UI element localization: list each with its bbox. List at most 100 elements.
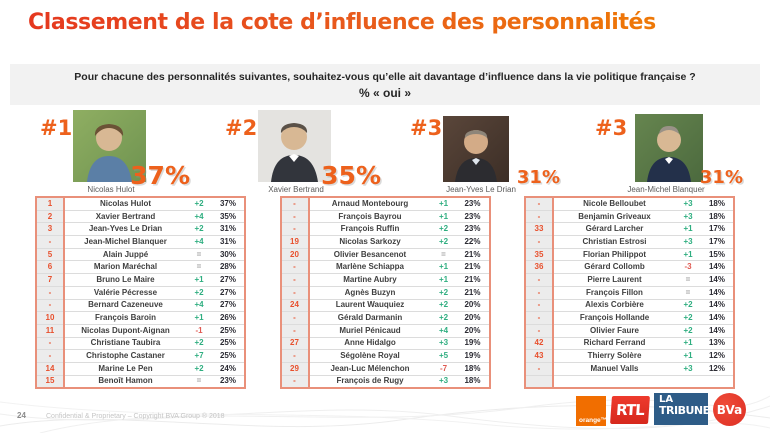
name-cell: Gérard Collomb bbox=[553, 260, 675, 275]
rank-cell: - bbox=[525, 197, 554, 211]
podium-card-4: #3 Jean-Michel Blanquer 31% bbox=[593, 108, 743, 196]
ranking-table-2: - Arnaud Montebourg +1 23% - François Bayrou +… bbox=[279, 196, 491, 390]
change-cell: = bbox=[430, 248, 457, 262]
page-title: Classement de la cote d’influence des pe… bbox=[28, 10, 748, 35]
table-row: - Valérie Pécresse +2 27% bbox=[36, 286, 245, 300]
name-cell: Olivier Faure bbox=[553, 324, 675, 338]
percent-cell: 23% bbox=[456, 210, 490, 224]
percent-cell: 14% bbox=[701, 299, 734, 313]
rank-cell: - bbox=[525, 210, 554, 224]
change-cell: +2 bbox=[430, 311, 457, 325]
table-row: 43 Thierry Solère +1 12% bbox=[525, 349, 734, 363]
change-cell: +1 bbox=[186, 311, 212, 325]
table-row: 24 Laurent Wauquiez +2 20% bbox=[280, 299, 490, 313]
change-cell: +4 bbox=[186, 210, 212, 224]
name-cell: Florian Philippot bbox=[553, 248, 675, 262]
rank-cell: - bbox=[36, 299, 65, 313]
percent-cell: 31% bbox=[212, 222, 245, 237]
table-row: 10 François Baroin +1 26% bbox=[36, 311, 245, 325]
name-cell: Jean-Michel Blanquer bbox=[64, 235, 186, 249]
rank-cell: - bbox=[525, 324, 554, 338]
name-cell: Thierry Solère bbox=[553, 349, 675, 363]
percentage-value: 37% bbox=[130, 161, 190, 190]
change-cell: +4 bbox=[186, 235, 212, 249]
rank-badge: #3 bbox=[595, 116, 628, 140]
name-cell: Xavier Bertrand bbox=[64, 210, 186, 224]
rank-cell: 27 bbox=[280, 337, 310, 351]
personality-name: Nicolas Hulot bbox=[87, 185, 135, 194]
percent-cell: 31% bbox=[212, 235, 245, 249]
change-cell bbox=[675, 375, 701, 389]
table-row: 15 Benoît Hamon = 23% bbox=[36, 375, 245, 389]
name-cell: Bernard Cazeneuve bbox=[64, 299, 186, 313]
change-cell: = bbox=[675, 273, 701, 287]
percent-cell: 23% bbox=[456, 222, 490, 237]
change-cell: +1 bbox=[675, 222, 701, 237]
change-cell: +2 bbox=[186, 286, 212, 300]
change-cell: +1 bbox=[675, 349, 701, 363]
percent-cell: 18% bbox=[701, 197, 734, 211]
percentage-value: 31% bbox=[516, 167, 560, 188]
table-row: - Marlène Schiappa +1 21% bbox=[280, 260, 490, 275]
percent-cell: 20% bbox=[456, 324, 490, 338]
rank-cell: 20 bbox=[280, 248, 310, 262]
name-cell: Marlène Schiappa bbox=[308, 260, 431, 275]
percent-cell: 27% bbox=[212, 286, 245, 300]
percent-cell: 14% bbox=[701, 324, 734, 338]
change-cell: +4 bbox=[430, 324, 457, 338]
percent-cell: 21% bbox=[456, 286, 490, 300]
change-cell: +1 bbox=[186, 273, 212, 287]
question-metric: % « oui » bbox=[358, 86, 411, 100]
rank-cell: - bbox=[36, 286, 65, 300]
percent-cell: 12% bbox=[701, 362, 734, 376]
change-cell: +1 bbox=[430, 210, 457, 224]
la-tribune-line1: LA bbox=[659, 394, 674, 405]
change-cell: +7 bbox=[186, 349, 212, 363]
table-row: - François Fillon = 14% bbox=[525, 286, 734, 300]
change-cell: +4 bbox=[186, 299, 212, 313]
table-row: 5 Alain Juppé = 30% bbox=[36, 248, 245, 262]
change-cell: +3 bbox=[675, 235, 701, 249]
rank-cell: - bbox=[280, 349, 310, 363]
table-row: - Nicole Belloubet +3 18% bbox=[525, 197, 734, 211]
rank-cell: 36 bbox=[525, 260, 554, 275]
name-cell: François Hollande bbox=[553, 311, 675, 325]
percent-cell: 14% bbox=[701, 273, 734, 287]
percent-cell: 23% bbox=[456, 197, 490, 211]
table-row: 1 Nicolas Hulot +2 37% bbox=[36, 197, 245, 211]
rank-cell: 11 bbox=[36, 324, 65, 338]
name-cell: François Fillon bbox=[553, 286, 675, 300]
percent-cell: 14% bbox=[701, 260, 734, 275]
personality-name: Jean-Yves Le Drian bbox=[446, 185, 516, 194]
percent-cell: 19% bbox=[456, 349, 490, 363]
rank-badge: #2 bbox=[225, 116, 258, 140]
percent-cell: 20% bbox=[456, 311, 490, 325]
rank-cell: - bbox=[36, 337, 65, 351]
name-cell: Arnaud Montebourg bbox=[308, 197, 431, 211]
percent-cell: 25% bbox=[212, 324, 245, 338]
table-row: - Ségolène Royal +5 19% bbox=[280, 349, 490, 363]
name-cell: Marion Maréchal bbox=[64, 260, 186, 275]
rank-cell: 6 bbox=[36, 260, 65, 275]
bva-logo: BVa bbox=[713, 393, 746, 426]
percent-cell: 27% bbox=[212, 299, 245, 313]
rank-cell: 2 bbox=[36, 210, 65, 224]
percent-cell: 21% bbox=[456, 248, 490, 262]
name-cell: Marine Le Pen bbox=[64, 362, 186, 376]
rank-cell: 43 bbox=[525, 349, 554, 363]
percent-cell: 14% bbox=[701, 311, 734, 325]
percent-cell: 35% bbox=[212, 210, 245, 224]
table-row: - Arnaud Montebourg +1 23% bbox=[280, 197, 490, 211]
percentage-value: 31% bbox=[699, 167, 743, 188]
name-cell: Manuel Valls bbox=[553, 362, 675, 376]
rank-cell: - bbox=[525, 235, 554, 249]
name-cell: Martine Aubry bbox=[308, 273, 431, 287]
table-row: - Jean-Michel Blanquer +4 31% bbox=[36, 235, 245, 249]
percent-cell: 22% bbox=[456, 235, 490, 249]
table-row: 3 Jean-Yves Le Drian +2 31% bbox=[36, 222, 245, 237]
rank-cell: - bbox=[525, 311, 554, 325]
name-cell: Richard Ferrand bbox=[553, 337, 675, 351]
podium-card-1: #1 Nicolas Hulot 37% bbox=[38, 108, 190, 196]
rank-cell: 1 bbox=[36, 197, 65, 211]
